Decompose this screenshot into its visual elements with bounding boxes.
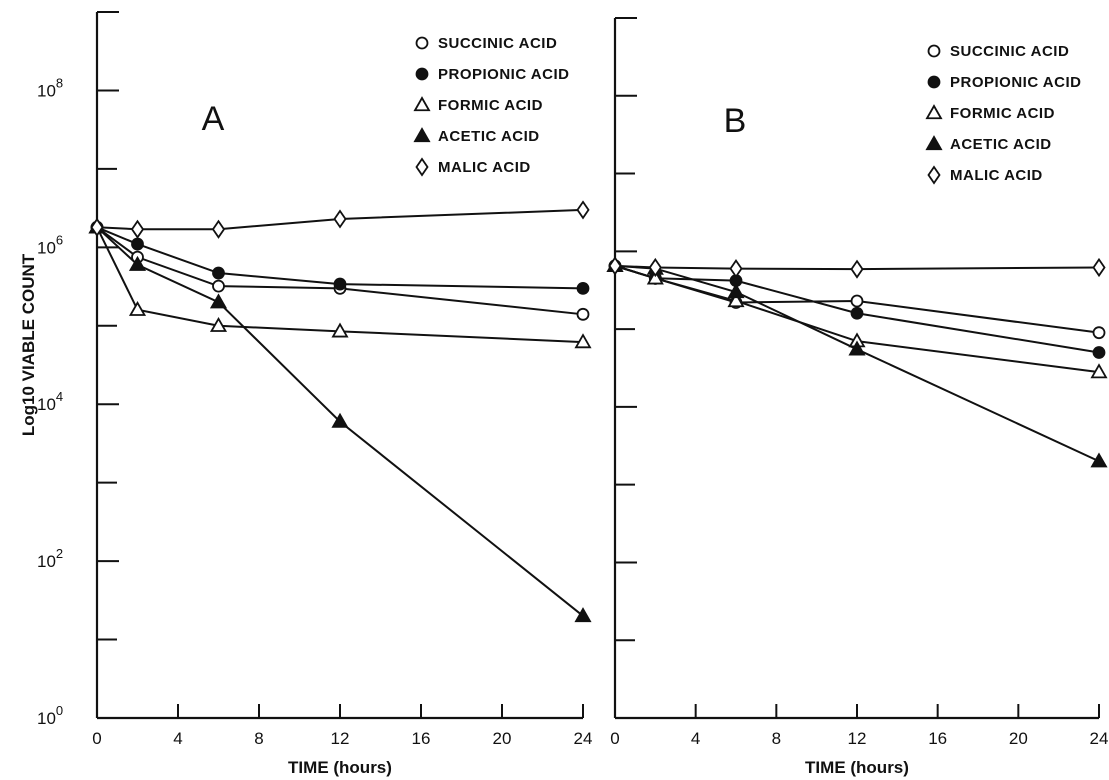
panel-label: A bbox=[202, 100, 225, 138]
data-point bbox=[850, 294, 864, 308]
legend-label: FORMIC ACID bbox=[950, 105, 1055, 122]
y-axis-title: Log10 VIABLE COUNT bbox=[19, 253, 38, 436]
data-point bbox=[331, 412, 349, 428]
data-point bbox=[648, 257, 662, 278]
x-tick-label: 24 bbox=[1090, 729, 1109, 748]
data-point bbox=[1092, 257, 1106, 278]
x-tick-label: 0 bbox=[610, 729, 619, 748]
x-tick-label: 16 bbox=[928, 729, 947, 748]
x-tick-label: 8 bbox=[254, 729, 263, 748]
data-point bbox=[576, 200, 590, 220]
data-point bbox=[574, 333, 592, 349]
data-point bbox=[130, 219, 145, 239]
data-point bbox=[131, 237, 144, 251]
y-tick-label-base: 10 bbox=[37, 81, 56, 100]
legend-label: ACETIC ACID bbox=[950, 136, 1052, 153]
y-tick-label-exp: 0 bbox=[56, 703, 63, 718]
data-point bbox=[608, 256, 622, 276]
legend-label: SUCCINIC ACID bbox=[438, 35, 557, 52]
y-tick-label: 108 bbox=[37, 75, 63, 100]
x-tick-label: 4 bbox=[691, 729, 700, 748]
y-tick-label-base: 10 bbox=[37, 395, 56, 414]
data-point bbox=[333, 277, 347, 291]
x-tick-label: 0 bbox=[92, 729, 101, 748]
y-tick-label-base: 10 bbox=[37, 238, 56, 257]
data-point bbox=[727, 292, 745, 308]
legend-label: ACETIC ACID bbox=[438, 128, 540, 145]
data-point bbox=[729, 258, 743, 279]
series-line bbox=[96, 226, 584, 316]
x-tick-label: 8 bbox=[772, 729, 781, 748]
data-point bbox=[576, 281, 590, 295]
x-axis-title: TIME (hours) bbox=[288, 758, 392, 777]
x-tick-label: 24 bbox=[574, 729, 593, 748]
data-point bbox=[209, 293, 228, 309]
panel-b: 0 4 8 12 16 20 24 TIME (hours) B SUCCINIC ACID PRO… bbox=[606, 17, 1109, 777]
data-point bbox=[212, 266, 225, 280]
panel-label: B bbox=[724, 102, 747, 140]
data-point bbox=[646, 269, 664, 285]
data-point bbox=[333, 209, 347, 229]
data-point bbox=[90, 217, 104, 237]
data-point bbox=[848, 340, 866, 356]
legend-marker bbox=[415, 157, 429, 177]
x-axis-title: TIME (hours) bbox=[805, 758, 909, 777]
legend-marker bbox=[927, 44, 941, 58]
y-tick-label: 100 bbox=[37, 703, 63, 728]
data-point bbox=[212, 279, 225, 293]
legend-label: FORMIC ACID bbox=[438, 97, 543, 114]
data-point bbox=[1092, 346, 1106, 359]
legend-label: MALIC ACID bbox=[438, 159, 531, 176]
data-point bbox=[574, 607, 592, 623]
legend-marker bbox=[927, 75, 941, 89]
data-point bbox=[209, 316, 228, 332]
x-tick-label: 12 bbox=[331, 729, 350, 748]
y-tick-label-exp: 4 bbox=[56, 389, 63, 404]
legend-marker bbox=[415, 36, 429, 50]
data-point bbox=[211, 219, 226, 239]
data-point bbox=[128, 255, 147, 271]
legend-marker bbox=[925, 104, 943, 120]
legend-marker bbox=[927, 165, 941, 185]
y-tick-label-base: 10 bbox=[37, 552, 56, 571]
legend-label: MALIC ACID bbox=[950, 167, 1043, 184]
y-tick-label-exp: 2 bbox=[56, 546, 63, 561]
x-tick-label: 16 bbox=[412, 729, 431, 748]
legend-marker bbox=[413, 96, 431, 112]
data-point bbox=[727, 283, 745, 299]
legend-label: PROPIONIC ACID bbox=[438, 66, 569, 83]
y-tick-label-exp: 6 bbox=[56, 232, 63, 247]
y-tick-label: 102 bbox=[37, 546, 63, 571]
x-tick-label: 12 bbox=[848, 729, 867, 748]
data-point bbox=[331, 322, 349, 338]
y-tick-label: 104 bbox=[37, 389, 63, 414]
legend-label: SUCCINIC ACID bbox=[950, 43, 1069, 60]
data-point bbox=[128, 300, 147, 316]
x-tick-label: 20 bbox=[493, 729, 512, 748]
y-tick-label: 106 bbox=[37, 232, 63, 257]
x-tick-label: 20 bbox=[1009, 729, 1028, 748]
data-point bbox=[1090, 363, 1108, 379]
data-point bbox=[850, 306, 864, 320]
legend-marker bbox=[925, 135, 943, 151]
data-point bbox=[850, 259, 864, 279]
legend-marker bbox=[415, 67, 429, 81]
y-tick-label-base: 10 bbox=[37, 709, 56, 728]
y-tick-label-exp: 8 bbox=[56, 75, 63, 90]
legend-marker bbox=[413, 127, 431, 143]
data-point bbox=[1090, 452, 1108, 468]
x-tick-label: 4 bbox=[173, 729, 182, 748]
data-point bbox=[576, 307, 590, 321]
data-point bbox=[1092, 326, 1106, 340]
legend-label: PROPIONIC ACID bbox=[950, 74, 1081, 91]
